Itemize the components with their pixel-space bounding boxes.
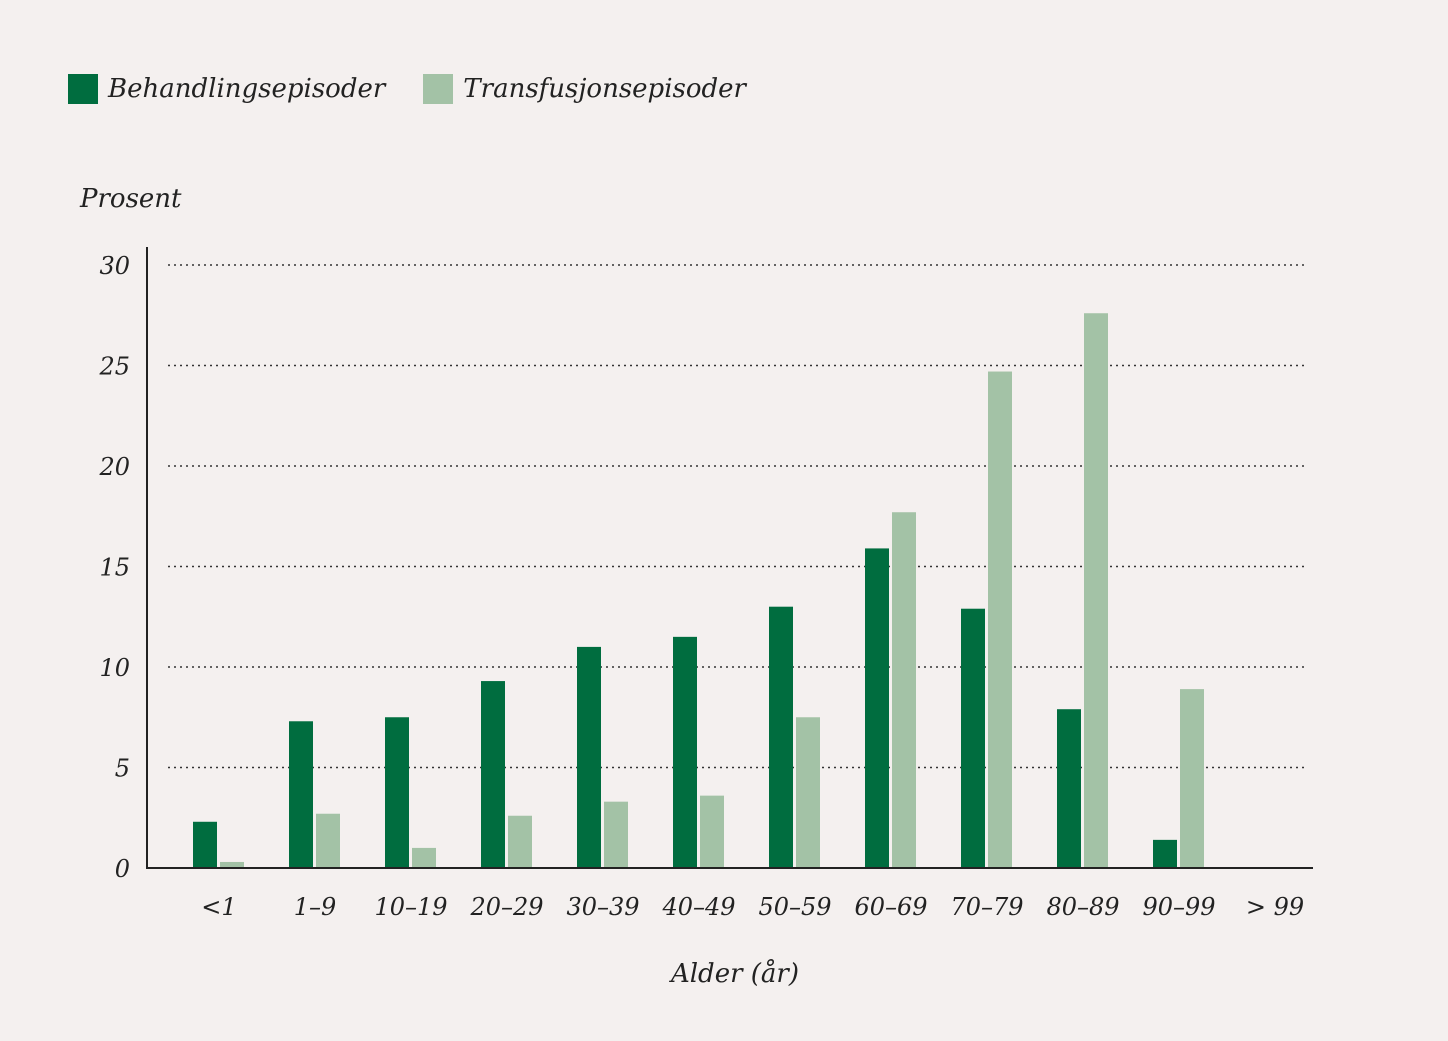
- y-tick-label: 25: [98, 353, 130, 381]
- y-tick-label: 0: [115, 855, 130, 883]
- x-tick-label: 80–89: [1046, 893, 1119, 921]
- bar-behandling: [289, 721, 313, 868]
- x-tick-label: 60–69: [854, 893, 927, 921]
- legend-swatch: [423, 74, 454, 104]
- legend-label: Behandlingsepisoder: [108, 74, 386, 104]
- x-tick-label: 10–19: [374, 893, 447, 921]
- bar-transfusjon: [1180, 689, 1204, 868]
- x-axis-label: Alder (år): [669, 958, 799, 989]
- legend: Behandlingsepisoder Transfusjonsepisoder: [68, 74, 784, 104]
- legend-item-behandlingsepisoder: Behandlingsepisoder: [68, 74, 385, 104]
- x-tick-label: 70–79: [950, 893, 1023, 921]
- bar-behandling: [1153, 839, 1177, 868]
- bar-transfusjon: [604, 801, 628, 868]
- x-tick-label: 50–59: [758, 893, 831, 921]
- bar-behandling: [1057, 709, 1081, 868]
- bar-transfusjon: [508, 815, 532, 868]
- bar-behandling: [481, 681, 505, 868]
- legend-item-transfusjonsepisoder: Transfusjonsepisoder: [423, 74, 746, 104]
- bar-transfusjon: [220, 861, 244, 868]
- bar-transfusjon: [796, 717, 820, 868]
- bar-transfusjon: [892, 512, 916, 868]
- legend-swatch: [68, 74, 98, 104]
- y-tick-label: 5: [115, 755, 130, 783]
- y-tick-label: 20: [98, 453, 130, 481]
- x-tick-label: 20–29: [469, 893, 543, 921]
- legend-label: Transfusjonsepisoder: [463, 74, 746, 104]
- y-tick-label: 30: [99, 252, 130, 280]
- x-tick-label: 1–9: [294, 893, 337, 921]
- bar-behandling: [961, 608, 985, 868]
- bar-behandling: [577, 646, 601, 868]
- bar-transfusjon: [1084, 313, 1108, 868]
- y-tick-label: 10: [99, 654, 130, 682]
- bar-behandling: [193, 821, 217, 868]
- bar-behandling: [865, 548, 889, 868]
- bar-transfusjon: [700, 795, 724, 868]
- bar-transfusjon: [316, 813, 340, 868]
- x-tick-label: 40–49: [661, 893, 735, 921]
- x-tick-label: <1: [201, 893, 236, 921]
- x-tick-label: 90–99: [1142, 893, 1215, 921]
- bar-behandling: [673, 636, 697, 868]
- bar-behandling: [769, 606, 793, 868]
- x-tick-label: 30–39: [566, 893, 639, 921]
- y-tick-label: 15: [99, 554, 130, 582]
- bar-transfusjon: [988, 371, 1012, 868]
- x-tick-label: > 99: [1246, 893, 1304, 921]
- bar-transfusjon: [412, 847, 436, 868]
- y-axis-label: Prosent: [79, 184, 182, 214]
- bar-behandling: [385, 717, 409, 868]
